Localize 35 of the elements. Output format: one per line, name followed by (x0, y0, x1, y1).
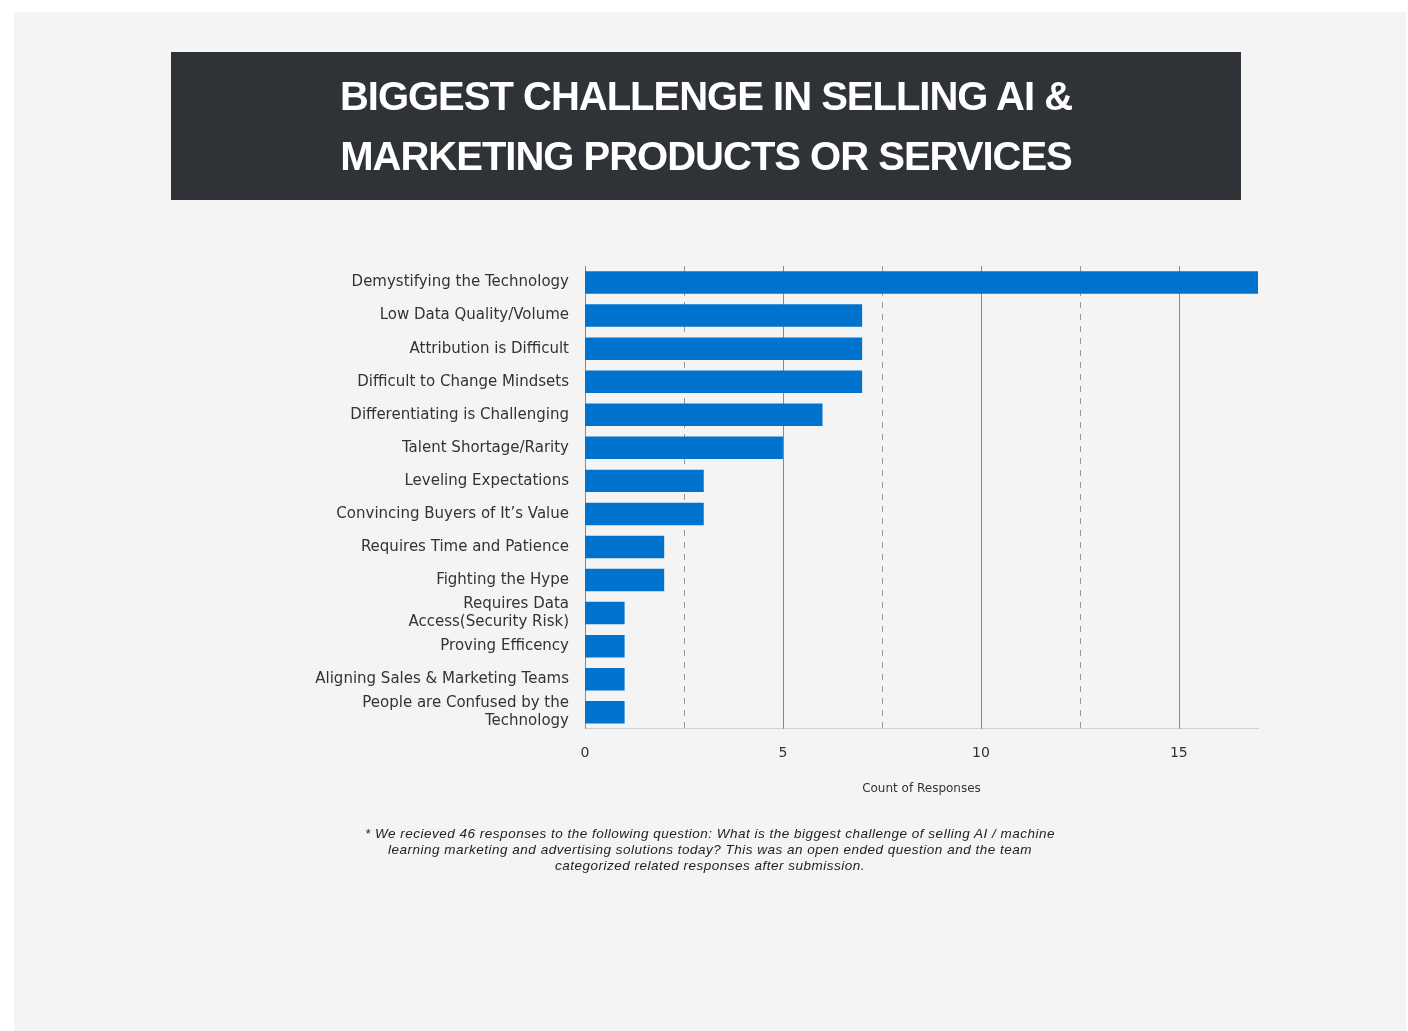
bar (585, 601, 625, 625)
bar (585, 436, 783, 460)
chart-title: BIGGEST CHALLENGE IN SELLING AI & MARKETING PRODUCTS OR SERVICES (171, 52, 1241, 200)
x-tick-label: 5 (778, 743, 788, 760)
bar (585, 271, 1258, 294)
y-tick-label: Differentiating is Challenging (350, 404, 569, 423)
bar (585, 370, 863, 393)
bar (585, 634, 625, 658)
y-tick-label: Demystifying the Technology (351, 272, 570, 291)
bar (585, 469, 704, 493)
y-tick-label: Difficult to Change Mindsets (357, 371, 570, 390)
y-tick-label: Convincing Buyers of It’s Value (336, 503, 569, 522)
text: * We recieved 46 responses to the following question: What is the biggest challenge of selling AI / machine learning marketing and advertising solutions today? This was an open ended question and the team categorized related responses after submission. (364, 826, 1056, 874)
bar (585, 403, 823, 426)
y-tick-label: Aligning Sales & Marketing Teams (315, 669, 570, 688)
x-tick-label: 15 (1169, 743, 1188, 760)
bar (585, 337, 863, 360)
y-tick-label: Talent Shortage/Rarity (400, 437, 570, 456)
y-tick-label: Requires Data Access(Security Risk) (408, 593, 569, 630)
bar (585, 568, 665, 592)
y-tick-label: Requires Time and Patience (360, 536, 569, 555)
x-tick-label: 10 (971, 743, 990, 760)
y-tick-label: People are Confused by the Technology (362, 693, 570, 730)
y-tick-label: Fighting the Hype (436, 569, 569, 588)
y-tick-label: Leveling Expectations (404, 470, 570, 489)
x-axis-title: Count of Responses (862, 780, 981, 795)
y-tick-label: Attribution is Difficult (409, 338, 570, 357)
y-tick-label: Low Data Quality/Volume (379, 305, 569, 324)
bar (585, 502, 704, 526)
x-tick-label: 0 (580, 743, 590, 760)
y-tick-label: Proving Efficency (440, 636, 570, 655)
bar (585, 304, 863, 327)
bar (585, 535, 665, 559)
bar (585, 701, 625, 724)
bar (585, 667, 625, 691)
